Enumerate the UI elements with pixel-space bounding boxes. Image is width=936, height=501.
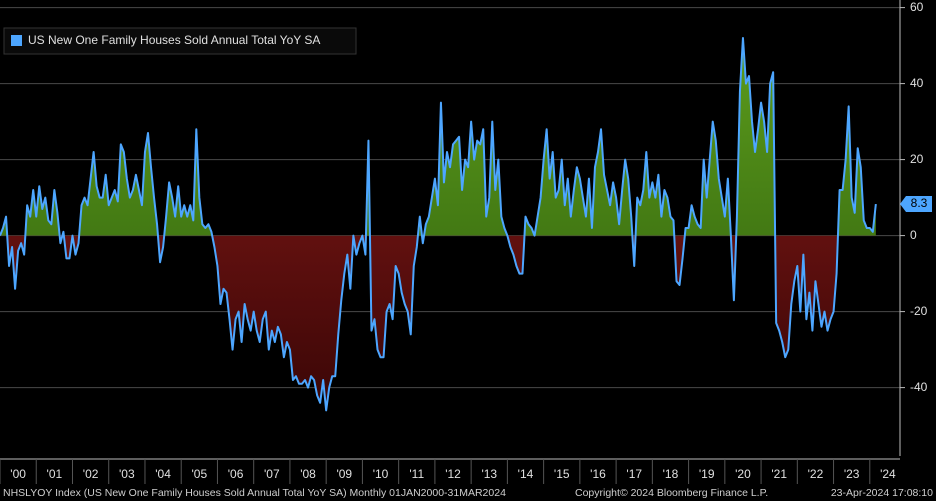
x-tick-label: '21 <box>771 467 787 481</box>
x-tick-label: '22 <box>808 467 824 481</box>
x-tick-label: '04 <box>155 467 171 481</box>
y-tick-label: -20 <box>910 304 928 318</box>
legend-label: US New One Family Houses Sold Annual Tot… <box>28 33 320 47</box>
y-tick-label: 20 <box>910 152 924 166</box>
x-tick-label: '19 <box>699 467 715 481</box>
y-tick-label: 60 <box>910 0 924 14</box>
x-tick-label: '00 <box>10 467 26 481</box>
x-tick-label: '08 <box>300 467 316 481</box>
y-tick-label: 0 <box>910 228 917 242</box>
x-tick-label: '11 <box>409 467 424 481</box>
last-value-tag <box>900 196 932 213</box>
x-tick-label: '16 <box>590 467 606 481</box>
x-tick-label: '24 <box>880 467 896 481</box>
y-tick-label: 40 <box>910 76 924 90</box>
x-tick-label: '10 <box>373 467 389 481</box>
x-tick-label: '14 <box>518 467 534 481</box>
footer-source: NHSLYOY Index (US New One Family Houses … <box>3 487 506 499</box>
x-tick-label: '17 <box>626 467 642 481</box>
legend-swatch <box>11 35 22 46</box>
x-tick-label: '18 <box>663 467 679 481</box>
x-tick-label: '06 <box>228 467 244 481</box>
last-value-label: 8.3 <box>911 196 928 210</box>
x-tick-label: '20 <box>735 467 751 481</box>
x-tick-label: '12 <box>445 467 461 481</box>
y-tick-label: -40 <box>910 380 928 394</box>
legend: US New One Family Houses Sold Annual Tot… <box>3 27 357 55</box>
x-tick-label: '13 <box>481 467 497 481</box>
x-tick-label: '03 <box>119 467 135 481</box>
legend-box <box>3 27 357 55</box>
footer-copyright: Copyright© 2024 Bloomberg Finance L.P. <box>575 487 768 499</box>
x-tick-label: '09 <box>336 467 352 481</box>
x-tick-label: '23 <box>844 467 860 481</box>
x-tick-label: '02 <box>83 467 99 481</box>
x-tick-label: '01 <box>47 467 63 481</box>
x-tick-label: '15 <box>554 467 570 481</box>
footer-date: 23-Apr-2024 17:08:10 <box>831 487 933 499</box>
x-tick-label: '07 <box>264 467 280 481</box>
line <box>0 37 877 412</box>
x-tick-label: '05 <box>192 467 208 481</box>
